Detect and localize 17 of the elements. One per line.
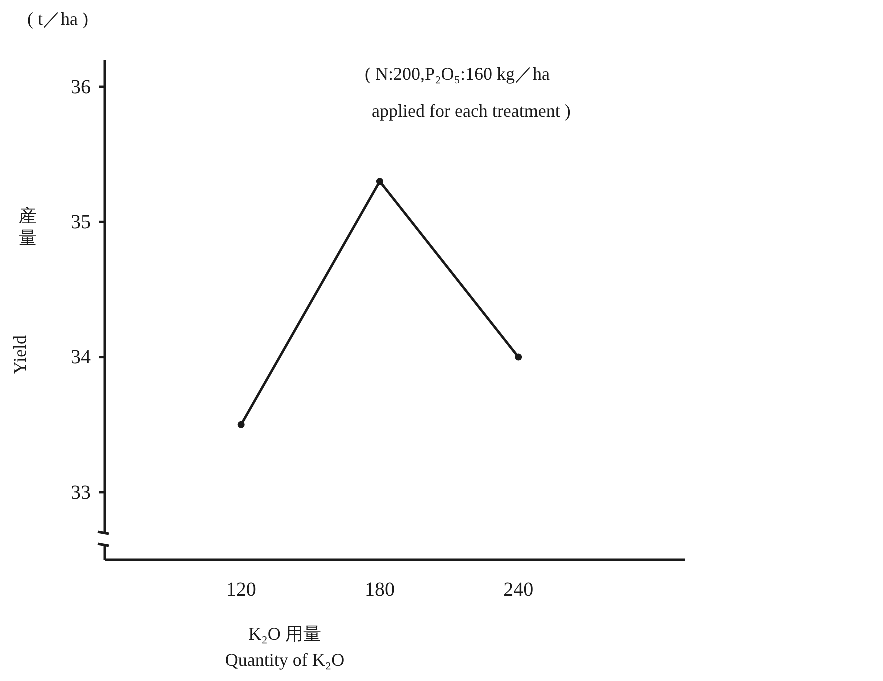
text: K₂O 用量 [248, 624, 322, 644]
text: 産量 [19, 206, 37, 248]
text: ( t／ha ) [28, 9, 88, 29]
point [515, 354, 522, 361]
y-tick-label: 34 [71, 346, 91, 369]
y-axis-title: Yield [10, 336, 30, 374]
x-tick-label: 180 [364, 579, 395, 602]
point [238, 421, 245, 428]
annotation: ( N:200,P₂O₅:160 kg／ha [365, 64, 550, 84]
y-tick-label: 33 [71, 482, 91, 504]
x-tick-label: 240 [504, 579, 534, 602]
annotation: applied for each treatment ) [372, 101, 571, 121]
x-tick-label: 120 [226, 579, 256, 602]
y-tick-label: 35 [71, 212, 91, 234]
x-axis-title: Quantity of K₂O [225, 650, 345, 670]
y-tick-label: 36 [71, 76, 91, 98]
point [376, 178, 384, 186]
